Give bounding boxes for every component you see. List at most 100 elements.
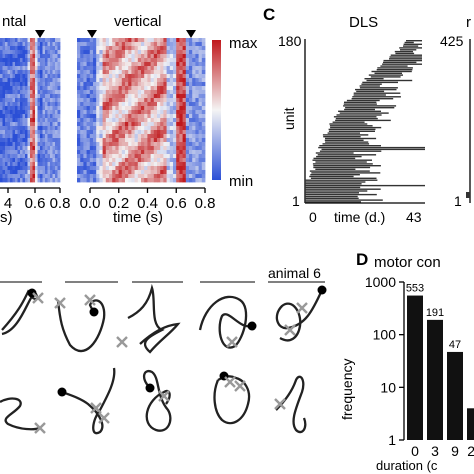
- heatmap-cell: [10, 90, 13, 95]
- heatmap-cell: [89, 98, 94, 103]
- heatmap-cell: [42, 138, 46, 143]
- heatmap-cell: [50, 94, 53, 99]
- heatmap-cell: [150, 130, 155, 135]
- heatmap-cell: [5, 58, 8, 63]
- panel-c-title: DLS: [349, 14, 378, 31]
- heatmap-cell: [0, 86, 3, 91]
- heatmap-cell: [93, 178, 97, 183]
- heatmap-cell: [77, 42, 81, 47]
- heatmap-cell: [0, 138, 3, 143]
- heatmap-cell: [176, 46, 180, 51]
- heatmap-cell: [2, 90, 6, 95]
- heatmap-cell: [86, 170, 91, 175]
- heatmap-cell: [185, 142, 190, 147]
- heatmap-cell: [96, 130, 100, 135]
- heatmap-cell: [198, 126, 203, 131]
- heatmap-cell: [2, 86, 6, 91]
- heatmap-cell: [169, 54, 174, 59]
- heatmap-cell: [182, 110, 187, 115]
- heatmap-cell: [166, 78, 171, 83]
- heatmap-cell: [198, 54, 203, 59]
- heatmap-cell: [102, 110, 107, 115]
- heatmap-cell: [37, 154, 41, 159]
- heatmap-cell: [40, 50, 43, 55]
- heatmap-cell: [137, 74, 142, 79]
- cross-icon: [84, 294, 96, 306]
- heatmap-cell: [169, 146, 174, 151]
- heatmap-cell: [40, 114, 43, 119]
- heatmap-cell: [20, 90, 23, 95]
- heatmap-cell: [163, 158, 167, 163]
- unit-bar: [389, 56, 422, 58]
- heatmap-cell: [182, 142, 187, 147]
- unit-bar: [319, 150, 382, 152]
- heatmap-cell: [40, 66, 43, 71]
- heatmap-cell: [93, 94, 97, 99]
- heatmap-cell: [52, 178, 56, 183]
- heatmap-cell: [80, 146, 84, 151]
- heatmap-cell: [157, 122, 161, 127]
- heatmap-cell: [125, 162, 129, 167]
- heatmap-cell: [86, 114, 91, 119]
- heatmap-cell: [192, 38, 196, 43]
- heatmap-cell: [27, 90, 31, 95]
- heatmap-cell: [55, 86, 58, 91]
- heatmap-cell: [195, 50, 199, 55]
- heatmap-cell: [160, 94, 164, 99]
- heatmap-cell: [125, 178, 129, 183]
- heatmap-cell: [150, 58, 155, 63]
- heatmap-cell: [179, 130, 183, 135]
- unit-bar: [338, 110, 381, 112]
- heatmap-cell: [22, 170, 26, 175]
- heatmap-cell: [30, 74, 33, 79]
- heatmap-cell: [52, 94, 56, 99]
- heatmap-cell: [27, 146, 31, 151]
- heatmap-cell: [128, 54, 132, 59]
- heatmap-cell: [195, 114, 199, 119]
- heatmap-cell: [182, 54, 187, 59]
- heatmap-cell: [37, 70, 41, 75]
- heatmap-cell: [169, 46, 174, 51]
- heatmap-cell: [131, 70, 135, 75]
- heatmap-cell: [121, 86, 126, 91]
- heatmap-cell: [189, 122, 193, 127]
- heatmap-cell: [12, 174, 16, 179]
- heatmap-cell: [185, 118, 190, 123]
- heatmap-cell: [182, 38, 187, 43]
- heatmap-cell: [169, 110, 174, 115]
- heatmap-cell: [150, 106, 155, 111]
- heatmap-cell: [182, 174, 187, 179]
- heatmap-cell: [25, 94, 28, 99]
- heatmap-cell: [35, 174, 38, 179]
- heatmap-cell: [128, 166, 132, 171]
- heatmap-cell: [57, 98, 61, 103]
- heatmap-cell: [163, 178, 167, 183]
- heatmap-cell: [137, 142, 142, 147]
- heatmap-cell: [102, 66, 107, 71]
- heatmap-cell: [17, 50, 21, 55]
- heatmap-cell: [141, 122, 145, 127]
- heatmap-cell: [195, 54, 199, 59]
- heatmap-cell: [93, 54, 97, 59]
- heatmap-cell: [147, 166, 151, 171]
- heatmap-cell: [147, 150, 151, 155]
- heatmap-cell: [30, 126, 33, 131]
- heatmap-cell: [83, 54, 87, 59]
- heatmap-cell: [22, 174, 26, 179]
- heatmap-cell: [192, 78, 196, 83]
- heatmap-cell: [176, 50, 180, 55]
- heatmap-cell: [147, 126, 151, 131]
- heatmap-cell: [144, 70, 148, 75]
- y-tick-label: 10: [380, 379, 396, 395]
- unit-bar: [366, 79, 413, 82]
- heatmap-cell: [134, 50, 139, 55]
- heatmap-cell: [99, 154, 103, 159]
- heatmap-cell: [128, 134, 132, 139]
- heatmap-cell: [198, 98, 203, 103]
- heatmap-cell: [141, 62, 145, 67]
- heatmap-cell: [93, 162, 97, 167]
- heatmap-cell: [45, 142, 48, 147]
- heatmap-cell: [134, 158, 139, 163]
- heatmap-cell: [109, 178, 113, 183]
- heatmap-cell: [27, 170, 31, 175]
